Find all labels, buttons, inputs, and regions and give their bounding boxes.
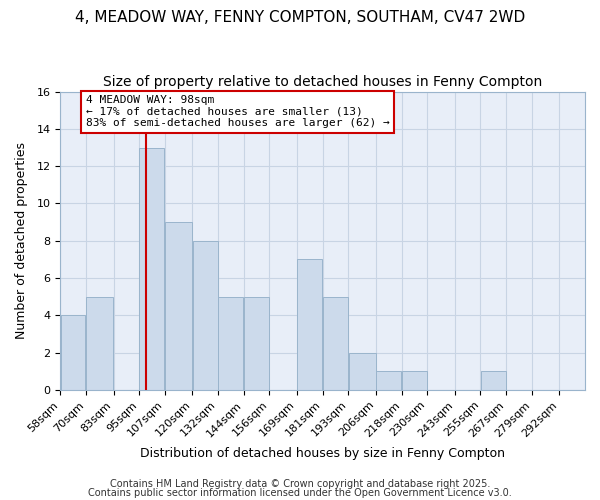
Bar <box>349 352 376 390</box>
X-axis label: Distribution of detached houses by size in Fenny Compton: Distribution of detached houses by size … <box>140 447 505 460</box>
Bar <box>165 222 192 390</box>
Bar <box>139 148 164 390</box>
Bar <box>402 372 427 390</box>
Bar <box>193 241 218 390</box>
Bar <box>244 296 269 390</box>
Bar <box>323 296 348 390</box>
Y-axis label: Number of detached properties: Number of detached properties <box>15 142 28 340</box>
Bar <box>218 296 244 390</box>
Bar <box>298 260 322 390</box>
Text: 4, MEADOW WAY, FENNY COMPTON, SOUTHAM, CV47 2WD: 4, MEADOW WAY, FENNY COMPTON, SOUTHAM, C… <box>75 10 525 25</box>
Text: Contains public sector information licensed under the Open Government Licence v3: Contains public sector information licen… <box>88 488 512 498</box>
Bar <box>61 316 85 390</box>
Bar <box>481 372 506 390</box>
Bar <box>376 372 401 390</box>
Title: Size of property relative to detached houses in Fenny Compton: Size of property relative to detached ho… <box>103 75 542 89</box>
Bar <box>86 296 113 390</box>
Text: 4 MEADOW WAY: 98sqm
← 17% of detached houses are smaller (13)
83% of semi-detach: 4 MEADOW WAY: 98sqm ← 17% of detached ho… <box>86 96 389 128</box>
Text: Contains HM Land Registry data © Crown copyright and database right 2025.: Contains HM Land Registry data © Crown c… <box>110 479 490 489</box>
